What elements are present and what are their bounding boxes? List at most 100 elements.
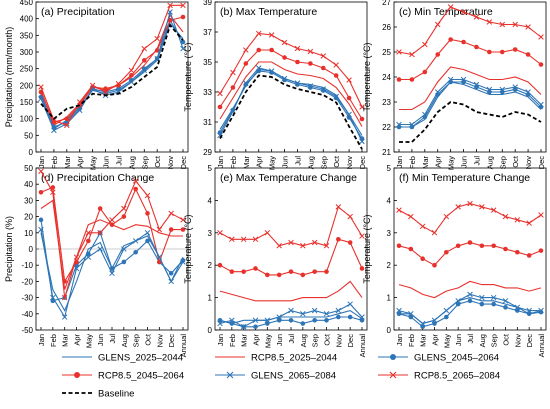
- panel-6: 0 1 2 3 4 5 Jan Feb Mar Apr May Jun Jul Aug Sep Oct Nov D…: [362, 164, 547, 357]
- x-tick-label: Oct: [153, 155, 162, 168]
- data-point: [455, 298, 461, 304]
- series-GLENS_2065–2084: [217, 301, 365, 330]
- data-point: [241, 269, 246, 274]
- data-point: [154, 35, 160, 42]
- series-line: [219, 74, 363, 150]
- data-point: [50, 185, 56, 190]
- x-tick-label: Oct: [502, 333, 511, 346]
- panel-5: 0 1 2 3 4 5 Jan Feb Mar Apr May Jun Jul Aug Sep Oct Nov D…: [183, 164, 368, 357]
- data-point: [268, 32, 275, 38]
- series-RCP8.5_2025–2044: [399, 66, 542, 111]
- series-line: [219, 49, 363, 120]
- data-point: [116, 86, 121, 91]
- data-point: [396, 207, 402, 213]
- data-point: [479, 204, 485, 210]
- y-tick-label: 5: [208, 164, 213, 173]
- data-point: [38, 168, 44, 174]
- x-tick-label: Sep: [311, 334, 320, 347]
- data-point: [408, 314, 414, 320]
- data-point: [359, 314, 365, 320]
- data-point: [359, 104, 365, 110]
- x-tick-label: Mar: [240, 334, 249, 347]
- legend-marker: [389, 371, 397, 379]
- data-point: [444, 249, 449, 255]
- x-tick-label: Nov: [345, 156, 354, 170]
- y-axis-label: Temperature (°C): [362, 214, 372, 283]
- x-tick-label: May: [263, 334, 272, 348]
- series-GLENS_2045–2064: [396, 298, 544, 330]
- data-point: [432, 262, 437, 268]
- data-point: [324, 269, 329, 274]
- data-point: [132, 178, 139, 184]
- data-point: [499, 86, 506, 93]
- series-RCP8.5_2025–2044: [219, 280, 363, 302]
- data-point: [359, 233, 365, 239]
- data-point: [312, 317, 317, 323]
- x-tick-label: Oct: [332, 155, 341, 168]
- x-tick-label: Aug: [299, 334, 308, 347]
- x-tick-label: May: [89, 156, 98, 170]
- x-tick-label: Nov: [334, 334, 343, 348]
- y-axis-label: Temperature (°C): [362, 42, 372, 111]
- panel-title: (f) Min Temperature Change: [399, 172, 530, 184]
- data-point: [50, 294, 56, 301]
- data-point: [396, 311, 402, 317]
- data-point: [85, 254, 92, 260]
- y-tick-label: 1: [387, 294, 392, 303]
- data-point: [240, 236, 247, 243]
- x-tick-label: Jul: [293, 156, 302, 166]
- data-point: [435, 52, 441, 57]
- x-tick-label: Aug: [485, 156, 494, 169]
- x-tick-label: Oct: [323, 333, 332, 346]
- series-line: [399, 81, 542, 128]
- data-point: [76, 99, 83, 105]
- data-point: [268, 68, 275, 74]
- data-point: [156, 226, 163, 233]
- data-point: [103, 86, 108, 91]
- data-point: [515, 308, 520, 313]
- data-point: [133, 249, 138, 255]
- series-RCP8.5_2025–2044: [40, 14, 184, 127]
- x-tick-label: Apr: [252, 333, 261, 345]
- data-point: [76, 107, 83, 114]
- x-tick-label: Jul: [108, 334, 117, 344]
- data-point: [311, 239, 318, 246]
- data-point: [420, 256, 425, 262]
- data-point: [514, 217, 521, 223]
- x-tick-label: Jan: [395, 334, 404, 346]
- data-point: [491, 243, 496, 249]
- legend-label: RCP8.5_2045–2064: [98, 371, 184, 382]
- data-point: [515, 249, 520, 255]
- data-point: [157, 259, 162, 265]
- x-tick-label: Dec: [358, 156, 367, 170]
- data-point: [499, 49, 505, 55]
- data-point: [51, 117, 57, 124]
- data-point: [121, 246, 127, 252]
- y-tick-label: 37: [203, 28, 212, 37]
- x-tick-label: Aug: [306, 156, 315, 169]
- data-point: [109, 270, 115, 277]
- data-point: [320, 86, 327, 92]
- x-tick-label: Jan: [216, 334, 225, 346]
- data-point: [432, 321, 437, 326]
- data-point: [180, 14, 186, 20]
- data-point: [73, 265, 80, 272]
- data-point: [217, 104, 223, 110]
- legend-item: RCP8.5_2045–2064: [62, 371, 184, 382]
- x-tick-label: Nov: [513, 334, 522, 348]
- data-point: [467, 291, 473, 298]
- data-point: [499, 89, 505, 95]
- x-tick-label: Jun: [96, 334, 105, 346]
- data-point: [38, 84, 44, 90]
- y-tick-label: 200: [20, 81, 34, 90]
- data-point: [396, 243, 402, 249]
- data-point: [323, 311, 330, 317]
- x-tick-label: Dec: [346, 334, 355, 348]
- series-line: [40, 23, 184, 120]
- data-point: [255, 30, 262, 37]
- legend-marker: [74, 372, 80, 378]
- data-point: [300, 243, 306, 249]
- series-line: [219, 310, 363, 325]
- y-axis-label: Temperature (°C): [183, 42, 193, 111]
- y-tick-label: 21: [382, 148, 391, 157]
